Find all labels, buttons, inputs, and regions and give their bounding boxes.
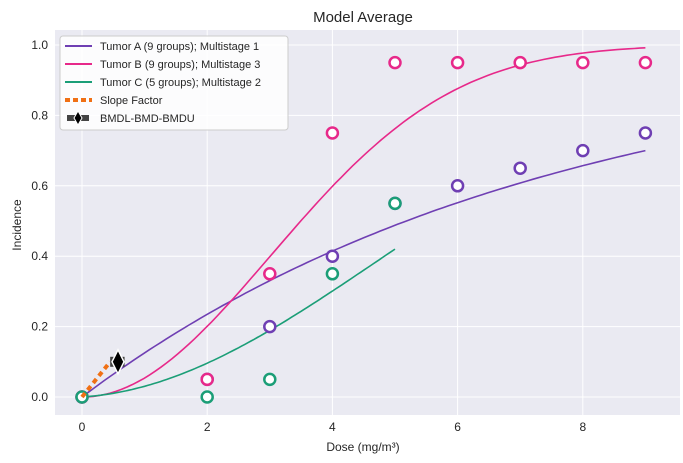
chart-title: Model Average [313, 9, 413, 26]
y-tick-label: 0.4 [31, 249, 48, 263]
legend-label-c: Tumor C (5 groups); Multistage 2 [100, 77, 261, 89]
slope-factor-line [80, 360, 112, 399]
data-point-0 [325, 249, 340, 263]
x-tick-label: 4 [329, 420, 336, 434]
data-point-2 [325, 267, 340, 281]
data-point-1 [200, 372, 214, 387]
legend-label-bmd: BMDL-BMD-BMDU [100, 113, 195, 125]
data-point-2 [388, 196, 402, 211]
data-point-1 [263, 267, 277, 281]
y-tick-label: 0.0 [31, 390, 48, 404]
data-point-1 [513, 55, 527, 70]
data-point-0 [576, 143, 590, 158]
x-tick-label: 6 [454, 420, 461, 434]
legend-label-b: Tumor B (9 groups); Multistage 3 [100, 59, 260, 71]
y-tick-label: 1.0 [31, 38, 48, 52]
legend-label-a: Tumor A (9 groups); Multistage 1 [100, 41, 259, 53]
y-tick-label: 0.8 [31, 108, 48, 122]
x-tick-label: 0 [79, 420, 86, 434]
x-tick-label: 2 [204, 420, 211, 434]
bmd-diamond-marker [111, 348, 125, 376]
data-point-1 [325, 126, 340, 140]
y-tick-label: 0.6 [31, 179, 48, 193]
legend-label-slope: Slope Factor [100, 95, 163, 107]
data-point-2 [200, 390, 214, 404]
model-curve-2 [81, 248, 396, 398]
data-point-0 [638, 126, 653, 140]
y-axis-label: Incidence [10, 199, 24, 251]
data-point-0 [263, 319, 277, 334]
data-point-1 [450, 55, 465, 70]
model-curve-1 [81, 47, 646, 398]
data-point-1 [388, 55, 402, 70]
data-point-2 [263, 372, 277, 387]
y-tick-label: 0.2 [31, 320, 48, 334]
legend: Tumor A (9 groups); Multistage 1 Tumor B… [59, 35, 289, 131]
model-curve-0 [81, 149, 646, 398]
data-point-0 [513, 161, 527, 175]
data-point-1 [638, 55, 653, 70]
data-point-1 [576, 55, 590, 70]
data-point-0 [450, 179, 465, 193]
x-axis-label: Dose (mg/m³) [326, 440, 399, 454]
legend-bmd-diamond [73, 109, 83, 127]
x-tick-label: 8 [579, 420, 586, 434]
